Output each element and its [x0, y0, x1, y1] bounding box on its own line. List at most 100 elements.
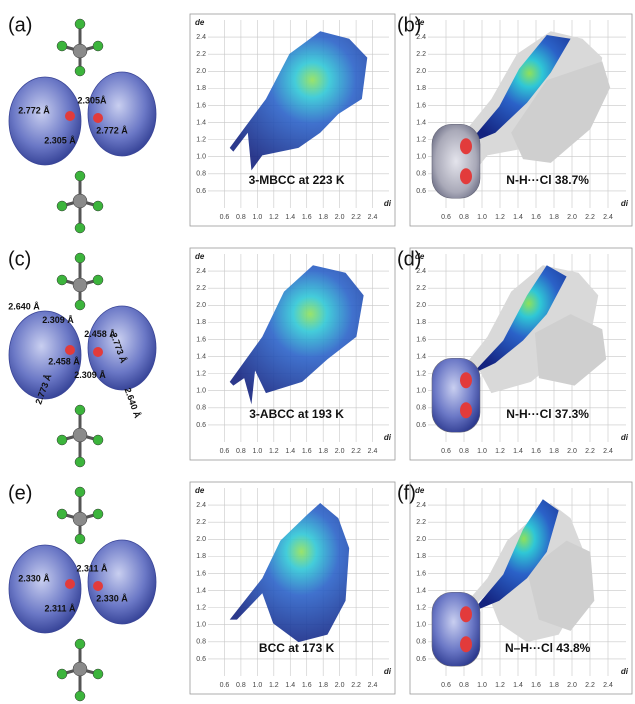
panel-label: (c) — [8, 248, 31, 270]
y-tick-label: 1.8 — [196, 85, 206, 92]
y-tick-label: 1.0 — [416, 154, 426, 161]
y-tick-label: 1.8 — [196, 319, 206, 326]
chlorine-atom — [75, 19, 85, 29]
carbon-atom — [73, 662, 87, 676]
x-tick-label: 1.2 — [495, 214, 505, 221]
y-tick-label: 1.0 — [416, 622, 426, 629]
y-tick-label: 1.0 — [416, 388, 426, 395]
x-tick-label: 1.4 — [513, 214, 523, 221]
y-tick-label: 1.4 — [196, 119, 206, 126]
distance-label: 2.309 Å — [42, 315, 74, 325]
y-tick-label: 1.4 — [416, 119, 426, 126]
x-tick-label: 2.4 — [368, 448, 378, 455]
y-tick-label: 0.6 — [416, 188, 426, 195]
x-tick-label: 1.8 — [549, 214, 559, 221]
y-tick-label: 0.8 — [196, 171, 206, 178]
x-tick-label: 0.6 — [441, 682, 451, 689]
y-tick-label: 2.0 — [196, 536, 206, 543]
contact-caption: N–H···Cl 43.8% — [505, 641, 591, 655]
x-tick-label: 1.4 — [285, 448, 295, 455]
y-axis-label: de — [195, 252, 205, 261]
x-tick-label: 1.6 — [302, 682, 312, 689]
x-axis-label: di — [621, 199, 629, 208]
x-tick-label: 1.4 — [285, 214, 295, 221]
x-tick-label: 0.6 — [220, 214, 230, 221]
fingerprint-plot: 0.60.60.80.81.01.01.21.21.41.41.61.61.81… — [190, 482, 395, 694]
contact-caption: N-H···Cl 38.7% — [506, 173, 589, 187]
x-tick-label: 2.4 — [603, 214, 613, 221]
x-tick-label: 1.4 — [513, 448, 523, 455]
y-tick-label: 1.2 — [196, 136, 206, 143]
y-tick-label: 2.0 — [196, 68, 206, 75]
fingerprint-plot: 0.60.60.80.81.01.01.21.21.41.41.61.61.81… — [190, 14, 395, 226]
x-tick-label: 1.6 — [531, 214, 541, 221]
chlorine-atom — [75, 300, 85, 310]
y-tick-label: 2.2 — [416, 285, 426, 292]
distance-label: 2.640 Å — [122, 386, 142, 420]
contact-spot — [65, 579, 75, 589]
x-axis-label: di — [621, 667, 629, 676]
y-tick-label: 0.6 — [196, 656, 206, 663]
distance-label: 2.458 Å — [48, 356, 80, 366]
y-tick-label: 2.4 — [196, 502, 206, 509]
chlorine-atom — [75, 639, 85, 649]
distance-label: 2.330 Å — [18, 573, 50, 583]
x-tick-label: 2.0 — [335, 214, 345, 221]
x-axis-label: di — [384, 433, 392, 442]
x-tick-label: 0.6 — [220, 448, 230, 455]
panel-label: (e) — [8, 482, 32, 504]
x-tick-label: 2.4 — [368, 682, 378, 689]
y-tick-label: 1.4 — [416, 587, 426, 594]
x-tick-label: 1.4 — [513, 682, 523, 689]
y-tick-label: 2.2 — [196, 51, 206, 58]
chlorine-atom — [75, 691, 85, 701]
distance-label: 2.640 Å — [8, 301, 40, 311]
contact-spot — [460, 636, 472, 652]
distance-label: 2.772 Å — [96, 125, 128, 135]
x-tick-label: 2.0 — [335, 448, 345, 455]
distance-label: 2.772 Å — [18, 105, 50, 115]
y-tick-label: 0.8 — [416, 171, 426, 178]
y-tick-label: 0.8 — [416, 639, 426, 646]
x-tick-label: 2.2 — [351, 682, 361, 689]
x-tick-label: 0.8 — [459, 214, 469, 221]
chlorine-atom — [57, 509, 67, 519]
y-tick-label: 1.6 — [416, 570, 426, 577]
y-tick-label: 0.6 — [416, 422, 426, 429]
y-tick-label: 1.6 — [416, 336, 426, 343]
y-tick-label: 2.0 — [416, 536, 426, 543]
x-tick-label: 2.2 — [585, 682, 595, 689]
fingerprint-plot: 0.60.60.80.81.01.01.21.21.41.41.61.61.81… — [410, 248, 632, 460]
contact-caption: N-H···Cl 37.3% — [506, 407, 589, 421]
carbon-atom — [73, 278, 87, 292]
distance-label: 2.305 Å — [44, 135, 76, 145]
x-tick-label: 1.2 — [495, 682, 505, 689]
contact-spot — [460, 372, 472, 388]
x-tick-label: 2.4 — [368, 214, 378, 221]
x-tick-label: 1.8 — [549, 682, 559, 689]
y-tick-label: 0.6 — [416, 656, 426, 663]
x-tick-label: 1.0 — [252, 448, 262, 455]
y-tick-label: 2.2 — [416, 51, 426, 58]
x-tick-label: 0.8 — [236, 682, 246, 689]
chlorine-atom — [93, 275, 103, 285]
y-tick-label: 1.2 — [416, 136, 426, 143]
x-tick-label: 1.2 — [269, 448, 279, 455]
x-tick-label: 2.0 — [567, 448, 577, 455]
y-tick-label: 2.0 — [416, 68, 426, 75]
distance-label: 2.305Å — [77, 95, 107, 105]
contact-spot — [93, 347, 103, 357]
panel-label: (a) — [8, 14, 32, 36]
x-tick-label: 1.0 — [477, 214, 487, 221]
y-tick-label: 1.0 — [196, 154, 206, 161]
carbon-atom — [73, 512, 87, 526]
surface-inset — [432, 358, 480, 432]
distance-label: 2.311 Å — [76, 563, 108, 573]
chlorine-atom — [93, 41, 103, 51]
chlorine-atom — [75, 66, 85, 76]
chlorine-atom — [75, 534, 85, 544]
distance-label: 2.309 Å — [74, 370, 106, 380]
chlorine-atom — [57, 275, 67, 285]
y-tick-label: 2.0 — [196, 302, 206, 309]
y-tick-label: 1.0 — [196, 388, 206, 395]
